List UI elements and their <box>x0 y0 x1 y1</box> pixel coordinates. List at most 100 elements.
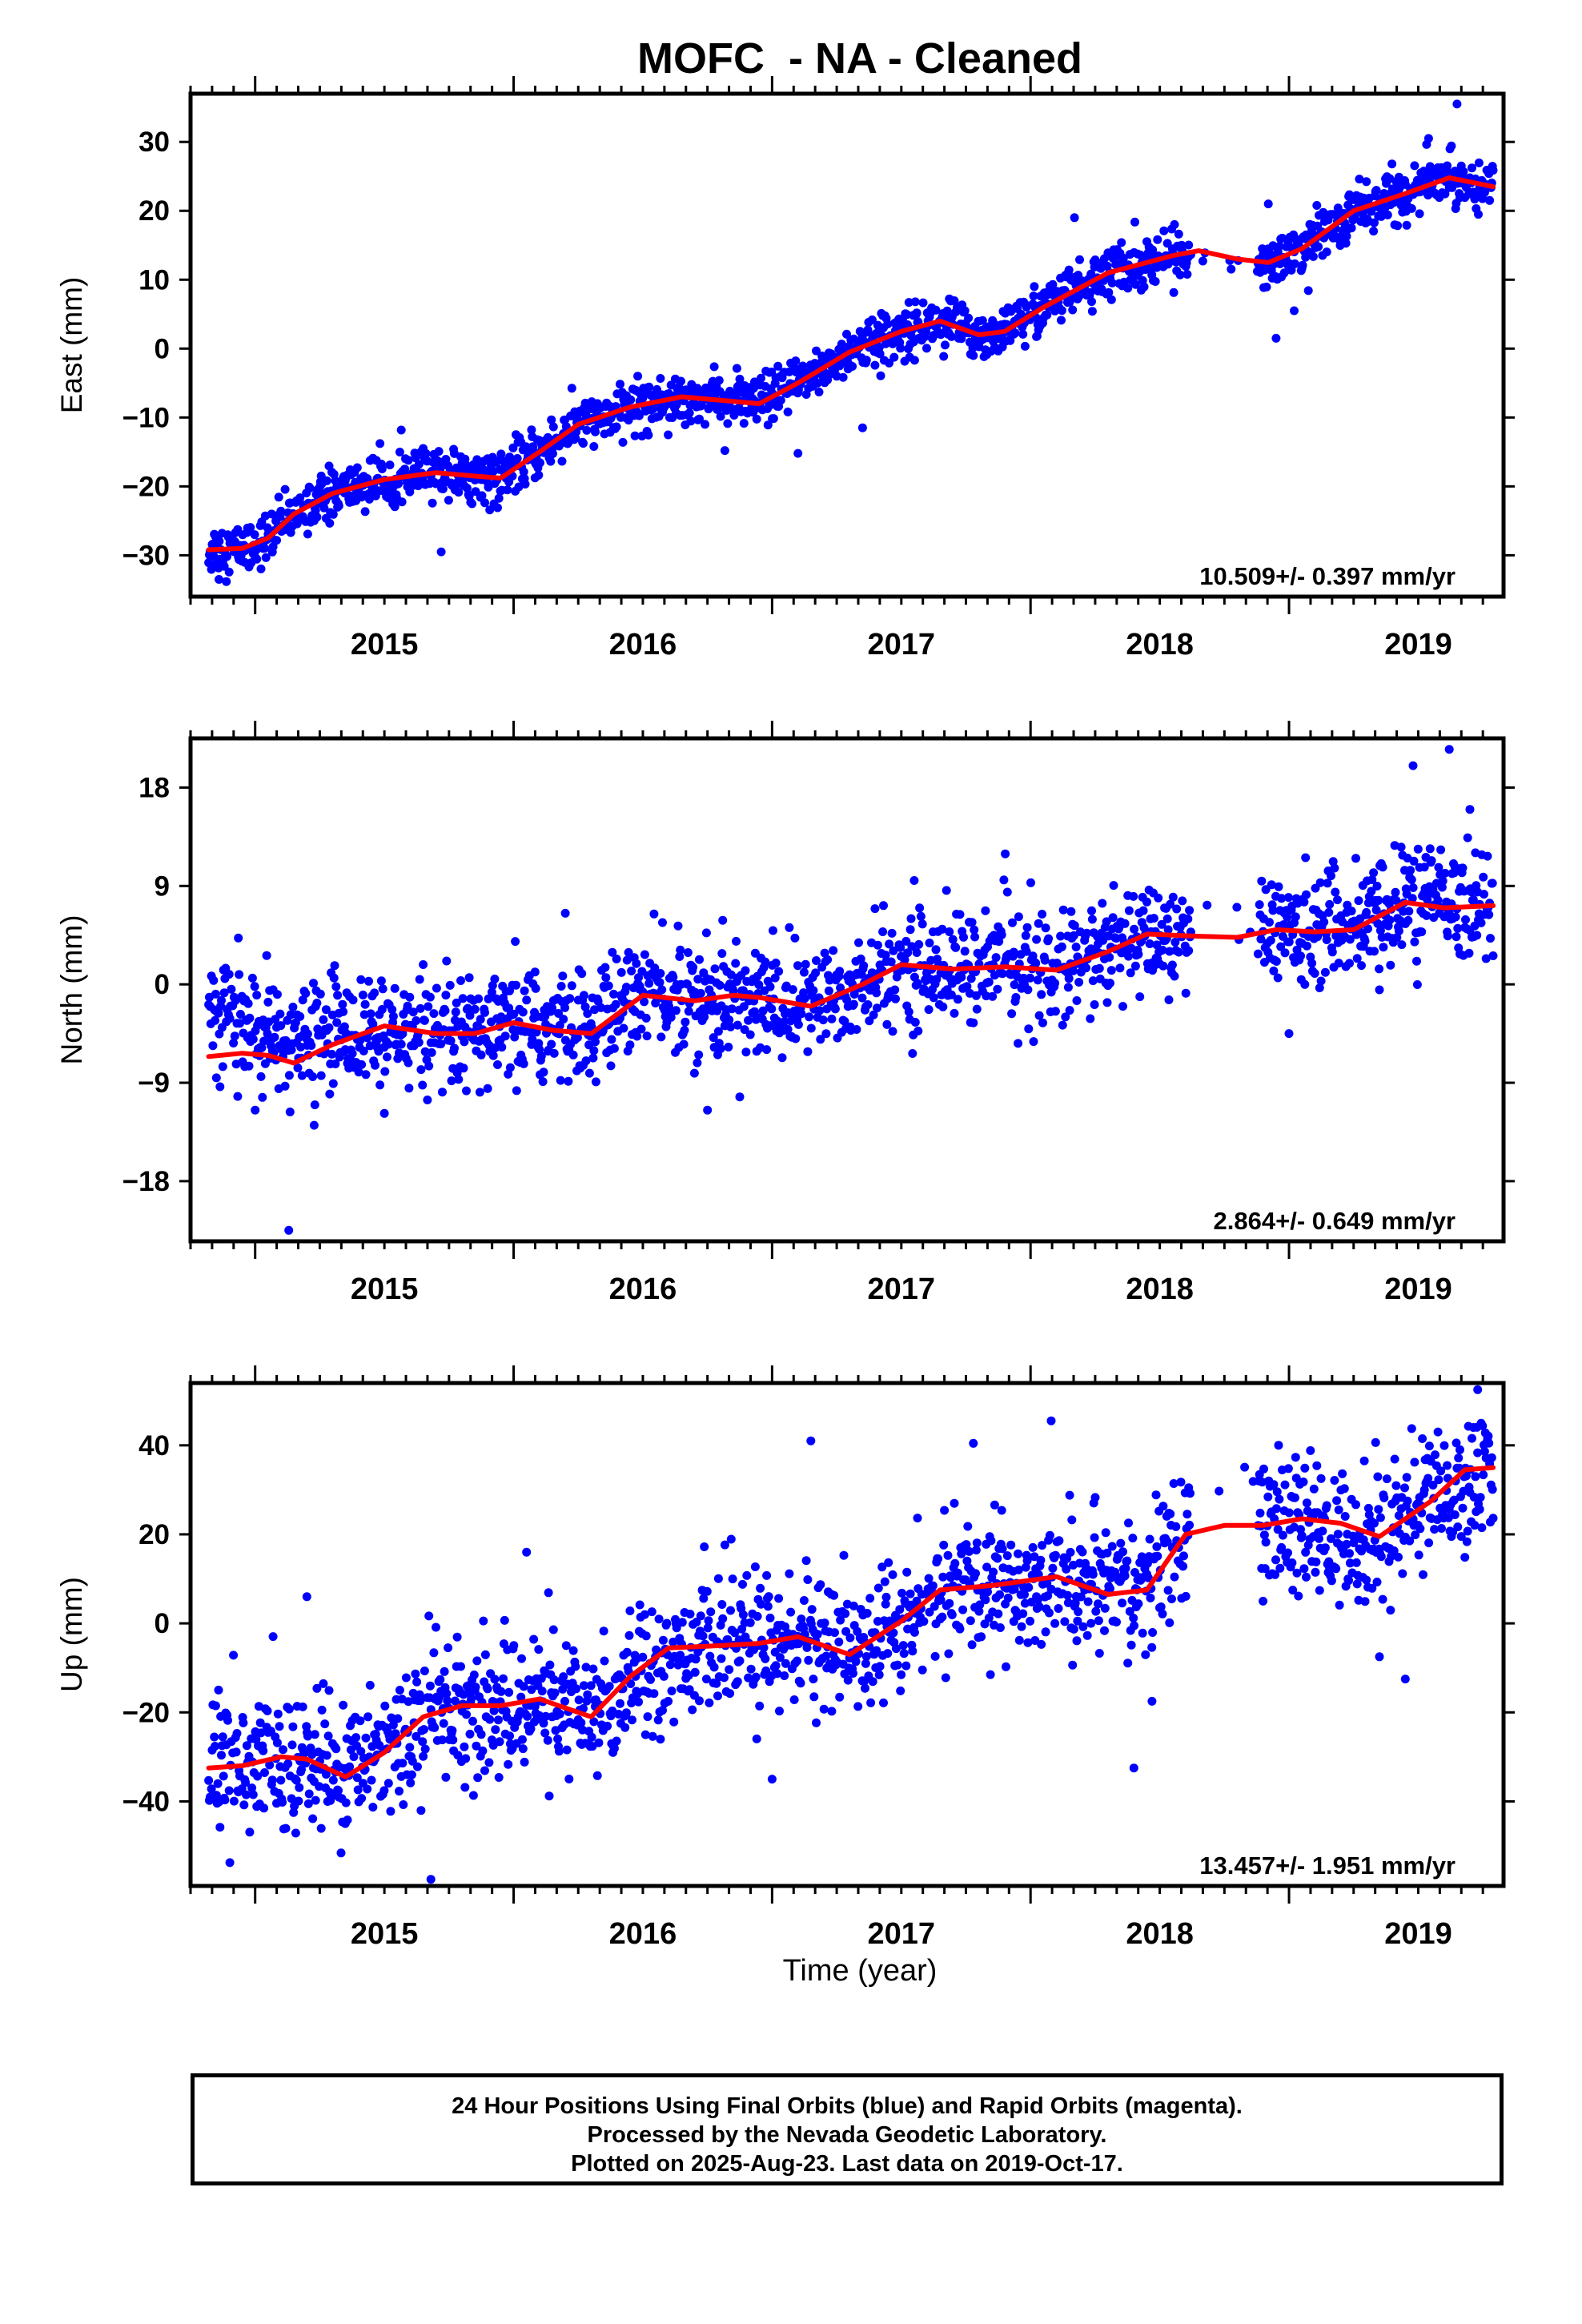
up-point <box>405 1743 415 1752</box>
up-point <box>1322 1501 1331 1510</box>
north-point <box>491 1043 500 1052</box>
up-point <box>210 1732 219 1742</box>
north-point <box>214 1008 223 1018</box>
north-point <box>476 1050 486 1059</box>
up-point <box>393 1714 403 1723</box>
up-point <box>553 1734 563 1743</box>
up-point <box>303 1731 312 1741</box>
north-point <box>1468 895 1478 904</box>
up-point <box>1360 1597 1370 1606</box>
east-point <box>495 464 504 474</box>
up-point <box>917 1665 927 1675</box>
east-point <box>735 374 745 384</box>
up-point <box>484 1758 494 1767</box>
north-point <box>609 1043 619 1053</box>
up-point <box>738 1610 748 1619</box>
east-point <box>1087 297 1096 307</box>
north-point <box>1409 856 1419 866</box>
up-point <box>355 1716 365 1726</box>
north-point <box>886 957 896 967</box>
up-point <box>255 1718 265 1727</box>
up-point <box>845 1633 855 1642</box>
up-point <box>995 1623 1005 1632</box>
east-point <box>325 518 335 528</box>
up-point <box>1143 1573 1153 1582</box>
up-point <box>1028 1542 1038 1552</box>
north-point <box>339 1007 348 1016</box>
up-point <box>448 1726 457 1735</box>
north-point <box>1032 935 1042 944</box>
east-point <box>268 542 278 552</box>
east-point <box>311 506 320 515</box>
up-point <box>603 1721 612 1731</box>
north-point <box>1167 960 1177 970</box>
north-point <box>429 1009 439 1019</box>
north-point <box>701 928 711 938</box>
north-point <box>219 988 229 998</box>
up-point <box>517 1654 526 1663</box>
up-point <box>1261 1538 1271 1547</box>
up-point <box>930 1651 940 1661</box>
north-point <box>441 991 451 1000</box>
east-point <box>709 362 719 372</box>
north-points <box>204 745 1498 1235</box>
up-point <box>268 1632 278 1642</box>
north-point <box>608 947 617 957</box>
north-point <box>319 1015 328 1024</box>
up-point <box>872 1646 881 1655</box>
up-point <box>813 1630 822 1639</box>
north-point <box>1253 949 1263 959</box>
up-point <box>406 1778 416 1787</box>
up-point <box>1260 1564 1270 1574</box>
up-point <box>419 1751 428 1761</box>
east-point <box>1488 166 1498 175</box>
up-point <box>950 1498 959 1508</box>
up-point <box>667 1687 677 1695</box>
up-point <box>717 1654 726 1663</box>
north-point <box>762 1045 772 1055</box>
north-point <box>539 1068 548 1077</box>
up-point <box>692 1618 701 1626</box>
north-point <box>917 919 927 929</box>
up-point <box>604 1682 614 1691</box>
up-point <box>634 1697 643 1707</box>
east-point <box>918 298 928 308</box>
east-point <box>612 422 621 432</box>
north-point <box>852 1025 861 1034</box>
north-point <box>955 910 965 919</box>
up-point <box>669 1637 678 1647</box>
north-point <box>1331 887 1340 897</box>
up-point <box>1128 1534 1138 1543</box>
up-point <box>1082 1630 1092 1640</box>
north-point <box>262 951 271 960</box>
north-point <box>656 1032 666 1042</box>
north-point <box>247 973 257 983</box>
east-point <box>720 446 729 456</box>
east-point <box>1474 210 1483 219</box>
north-point <box>1203 900 1212 910</box>
up-point <box>843 1675 853 1685</box>
up-point <box>1330 1476 1339 1485</box>
east-point <box>922 344 931 353</box>
up-point <box>624 1630 634 1640</box>
north-point <box>390 983 400 993</box>
north-point <box>1011 993 1021 1002</box>
north-point <box>505 1063 515 1072</box>
east-point <box>1029 292 1038 301</box>
up-point <box>541 1711 551 1721</box>
east-point <box>375 439 385 448</box>
east-point <box>1459 167 1468 176</box>
north-point <box>263 997 273 1007</box>
up-point <box>391 1729 400 1739</box>
east-point <box>546 456 556 466</box>
up-point <box>742 1570 752 1580</box>
up-point <box>1126 1640 1136 1650</box>
up-point <box>635 1600 644 1610</box>
north-point <box>713 1027 723 1036</box>
north-point <box>607 1035 616 1044</box>
east-point <box>436 547 446 557</box>
north-point <box>528 1035 537 1044</box>
up-point <box>690 1667 700 1677</box>
up-point <box>505 1731 514 1741</box>
north-point <box>564 1076 573 1086</box>
